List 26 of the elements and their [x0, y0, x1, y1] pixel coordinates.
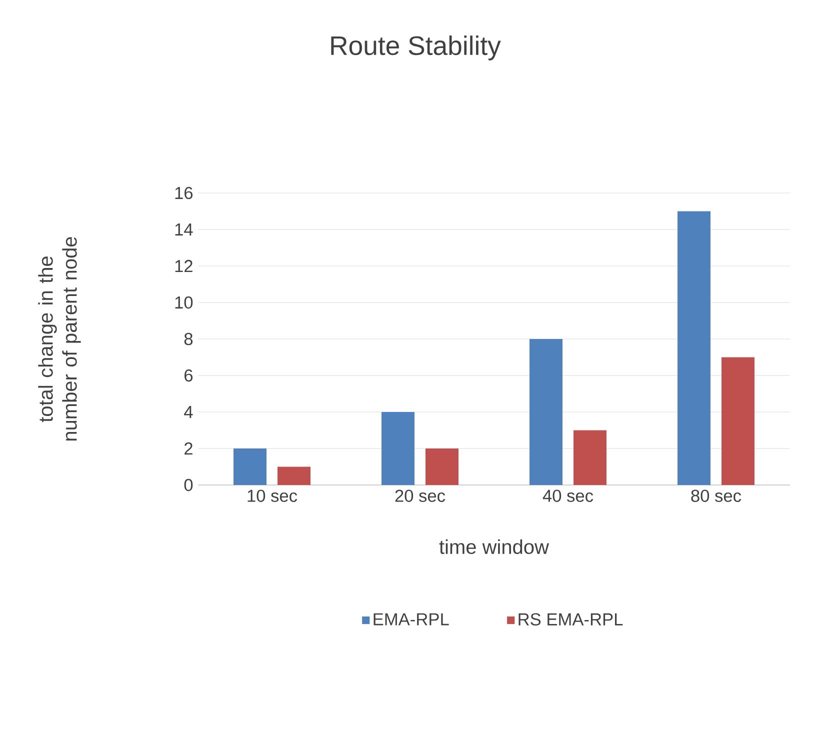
y-tick-label: 8: [184, 332, 193, 346]
x-tick-label: 20 sec: [395, 490, 446, 502]
bar: [722, 357, 754, 485]
y-tick-label: 6: [184, 369, 193, 382]
y-tick-label: 10: [175, 296, 193, 309]
y-tick-label: 4: [184, 406, 193, 418]
bar: [234, 448, 267, 485]
bar: [426, 448, 458, 485]
bar: [278, 466, 311, 485]
x-tick-label: 10 sec: [248, 490, 298, 502]
legend-label: RS EMA-RPL: [518, 613, 623, 626]
bar: [529, 338, 562, 485]
bar: [382, 412, 414, 485]
legend-label: EMA-RPL: [374, 613, 449, 626]
y-tick-label: 14: [175, 224, 193, 236]
y-tick-label: 0: [184, 478, 193, 492]
x-tick-label: 80 sec: [691, 490, 742, 502]
y-tick-label: 2: [184, 442, 192, 455]
y-tick-label: 12: [175, 260, 192, 272]
y-tick-label: 16: [175, 186, 193, 200]
bar: [677, 211, 710, 485]
x-axis-title: time window: [439, 539, 550, 554]
chart-title: Route Stability: [331, 36, 501, 60]
y-axis-title: total change in the number of parent node: [38, 237, 81, 441]
x-tick-label: 40 sec: [542, 490, 594, 502]
bar: [574, 430, 606, 485]
